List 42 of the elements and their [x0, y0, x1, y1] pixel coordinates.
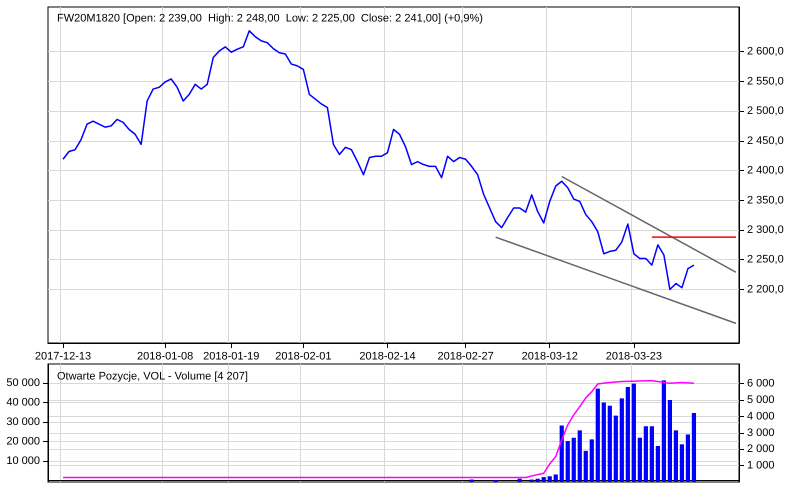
bar	[656, 446, 660, 482]
x-tick-label: 2017-12-13	[34, 350, 92, 362]
y-tick-label: 2 400,0	[747, 164, 784, 177]
line-series	[62, 30, 695, 290]
bar	[668, 400, 672, 482]
y-tick-label: 30 000	[6, 416, 40, 428]
bar	[686, 434, 690, 482]
y-tick-label: 2 300,0	[747, 224, 784, 236]
x-tick-label: 2018-03-12	[522, 350, 578, 362]
bar	[674, 430, 678, 482]
y2-tick-label: 6 000	[747, 378, 775, 390]
y2-tick-label: 1 000	[747, 460, 775, 472]
y-tick-label: 2 250,0	[747, 254, 784, 266]
bar	[692, 413, 696, 482]
y-tick-label: 2 500,0	[747, 105, 784, 118]
y-tick-label: 2 550,0	[747, 75, 784, 88]
y-tick-label: 10 000	[6, 454, 40, 467]
y2-tick-label: 4 000	[747, 410, 775, 422]
bar	[644, 426, 648, 482]
y-tick-label: 40 000	[6, 396, 40, 408]
y2-tick-label: 5 000	[747, 394, 775, 406]
x-tick-label: 2018-02-27	[437, 350, 494, 362]
bar	[518, 478, 522, 482]
bar	[638, 438, 642, 482]
y-tick-label: 50 000	[6, 376, 40, 389]
y-tick-label: 2 200,0	[747, 283, 784, 296]
y-tick-label: 2 600,0	[747, 46, 784, 58]
y-tick-label: 2 350,0	[747, 194, 784, 206]
x-tick-label: 2018-02-01	[275, 350, 332, 362]
y-tick-label: 2 450,0	[747, 134, 784, 147]
x-tick-label: 2018-01-08	[137, 350, 194, 362]
x-tick-label: 2018-02-14	[359, 350, 416, 362]
bar	[650, 426, 654, 482]
x-tick-label: 2018-01-19	[203, 350, 260, 362]
y2-tick-label: 2 000	[747, 443, 775, 456]
x-tick-label: 2018-03-23	[606, 350, 662, 362]
y-tick-label: 20 000	[6, 435, 40, 448]
text: Otwarte Pozycje, VOL - Volume [4 207]	[57, 370, 248, 382]
text: FW20M1820 [Open: 2 239,00 High: 2 248,00 Low: 2 225,00 Close: 2 241,00] (+0,9%)	[57, 12, 483, 24]
y2-tick-label: 3 000	[747, 426, 775, 439]
bar	[680, 444, 684, 482]
bar	[662, 380, 666, 482]
